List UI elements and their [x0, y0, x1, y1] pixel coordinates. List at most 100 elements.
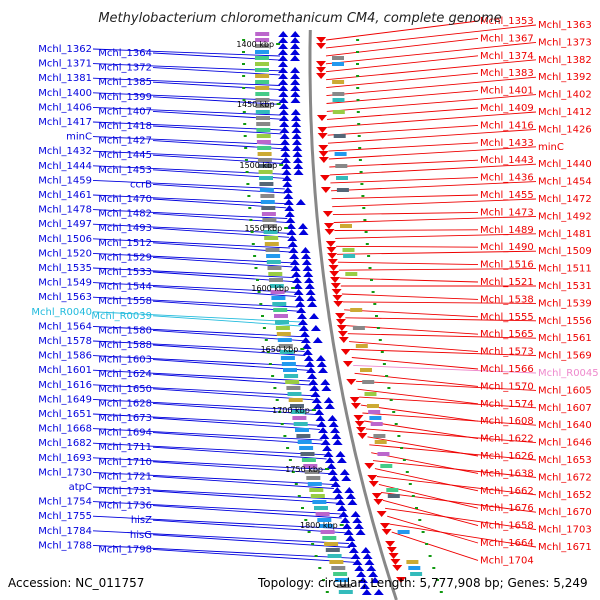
right-connector — [336, 250, 537, 255]
right-connector — [353, 364, 537, 374]
right-gene-arrow — [316, 37, 327, 43]
left-gene-label: Mchl_1406 — [38, 102, 92, 113]
right-connector — [364, 420, 479, 440]
left-gene-arrow — [278, 43, 289, 49]
right-gene-arrow — [353, 415, 364, 421]
right-connector — [335, 233, 537, 239]
right-gene-arrow — [396, 577, 406, 583]
left-gene-label: Mchl_1731 — [98, 486, 152, 497]
feature-block — [335, 578, 349, 582]
right-gene-label: Mchl_1652 — [538, 490, 592, 501]
right-gene-arrow — [373, 499, 384, 505]
left-gene-arrow — [341, 523, 352, 529]
gc-tick — [436, 579, 439, 581]
left-gene-arrow — [292, 283, 303, 289]
feature-block — [301, 458, 316, 462]
feature-block — [352, 326, 365, 330]
left-gene-arrow — [290, 31, 301, 37]
left-gene-label: Mchl_1788 — [38, 540, 92, 551]
right-connector — [347, 333, 537, 339]
left-gene-arrow — [345, 493, 356, 499]
left-gene-label: Mchl_1563 — [38, 292, 92, 303]
feature-block — [255, 38, 270, 42]
right-gene-label: Mchl_1670 — [538, 507, 592, 518]
feature-block — [355, 344, 368, 348]
right-connector — [330, 181, 537, 192]
gc-tick — [358, 147, 362, 149]
feature-block — [288, 398, 303, 402]
left-gene-arrow — [297, 319, 308, 325]
gc-tick — [439, 591, 443, 593]
left-gene-arrow — [287, 235, 298, 241]
gc-tick — [247, 195, 251, 197]
feature-block — [266, 254, 281, 258]
feature-block — [256, 140, 271, 144]
left-gene-label: Mchl_1364 — [98, 48, 152, 59]
feature-block — [259, 182, 274, 186]
gc-tick — [432, 567, 436, 569]
feature-block — [369, 416, 382, 420]
gc-tick — [418, 519, 422, 521]
gc-tick — [307, 531, 311, 533]
right-gene-label: Mchl_1436 — [480, 173, 534, 184]
left-connector — [152, 227, 290, 238]
feature-block — [260, 200, 275, 204]
feature-block — [262, 218, 277, 222]
left-gene-arrow — [283, 199, 294, 205]
gc-tick — [266, 351, 270, 353]
right-gene-label: Mchl_1454 — [538, 177, 592, 188]
left-gene-arrow — [294, 295, 305, 301]
gc-tick — [368, 267, 372, 269]
gc-tick — [411, 495, 415, 497]
left-gene-label: Mchl_1535 — [38, 263, 92, 274]
gc-tick — [408, 483, 412, 485]
gc-tick — [261, 315, 264, 317]
left-gene-arrow — [291, 127, 302, 133]
left-gene-arrow — [295, 199, 306, 205]
right-gene-arrow — [322, 211, 333, 217]
right-gene-label: Mchl_1573 — [480, 347, 534, 358]
left-gene-arrow — [290, 97, 301, 103]
feature-block — [255, 92, 270, 96]
left-connector — [152, 505, 342, 519]
left-gene-arrow — [330, 427, 341, 433]
feature-block — [259, 176, 273, 180]
gc-tick — [250, 231, 254, 233]
feature-block — [272, 302, 287, 306]
left-gene-arrow — [360, 547, 371, 553]
right-gene-label: Mchl_1473 — [480, 207, 534, 218]
right-gene-label: Mchl_1626 — [480, 451, 534, 462]
feature-block — [256, 134, 271, 138]
left-gene-arrow — [323, 397, 334, 403]
left-gene-arrow — [302, 349, 313, 355]
feature-block — [333, 572, 348, 576]
left-connector — [92, 209, 288, 219]
gc-tick — [246, 183, 250, 185]
left-gene-arrow — [350, 553, 361, 559]
left-gene-arrow — [304, 361, 315, 367]
right-gene-label: Mchl_1509 — [538, 246, 592, 257]
right-gene-label: Mchl_1556 — [538, 316, 592, 327]
left-connector — [92, 223, 289, 234]
left-gene-arrow — [303, 355, 314, 361]
left-gene-label: Mchl_1544 — [98, 282, 152, 293]
left-gene-arrow — [347, 499, 358, 505]
left-gene-arrow — [278, 49, 289, 55]
left-gene-arrow — [293, 163, 304, 169]
right-gene-label: Mchl_1481 — [538, 229, 592, 240]
right-connector — [332, 198, 537, 208]
left-gene-label: Mchl_1444 — [38, 161, 92, 172]
right-gene-arrow — [385, 541, 396, 547]
right-gene-arrow — [338, 337, 349, 343]
feature-block — [303, 464, 318, 468]
left-gene-arrow — [304, 283, 315, 289]
right-connector — [331, 194, 479, 200]
right-connector — [369, 444, 537, 461]
right-gene-arrow — [349, 397, 360, 403]
left-gene-arrow — [290, 73, 301, 79]
feature-block — [307, 482, 322, 486]
left-gene-label: Mchl_1649 — [38, 394, 92, 405]
left-gene-arrow — [290, 67, 301, 73]
right-gene-arrow — [329, 271, 340, 277]
left-gene-arrow — [278, 109, 289, 115]
